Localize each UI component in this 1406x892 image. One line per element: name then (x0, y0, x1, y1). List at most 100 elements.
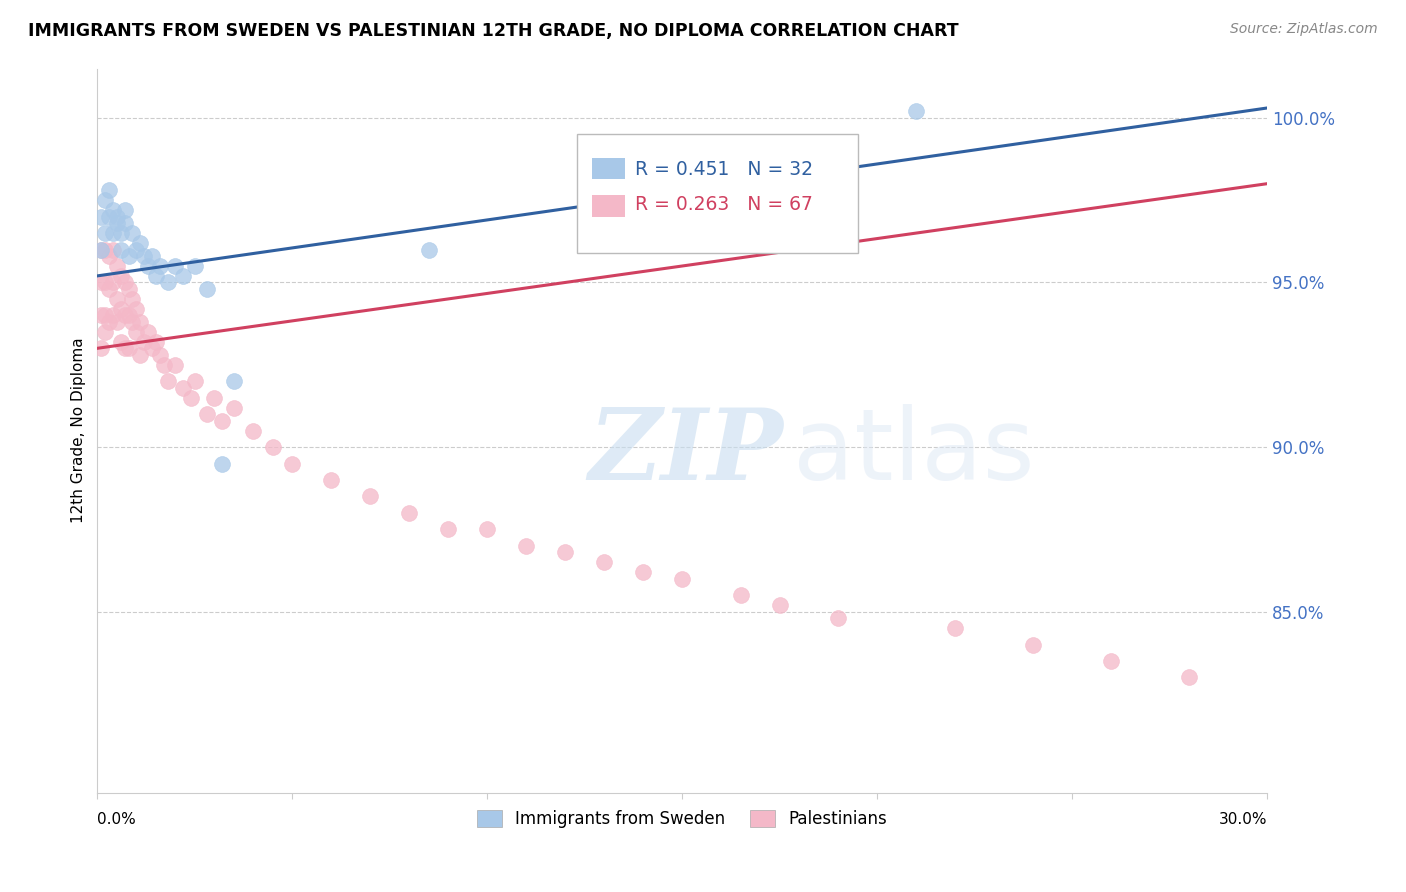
Point (98, 282, 121, 296)
Point (94, 309, 117, 323)
Point (101, 243, 124, 257)
Point (98, 210, 121, 224)
Point (101, 226, 124, 240)
Point (165, 358, 187, 372)
Point (141, 249, 163, 263)
Point (152, 358, 174, 372)
Text: 0.0%: 0.0% (97, 813, 136, 828)
Point (180, 391, 202, 405)
Point (149, 259, 172, 273)
Point (101, 276, 124, 290)
Point (98, 183, 121, 197)
Point (827, 611, 849, 625)
Point (110, 243, 132, 257)
Text: atlas: atlas (793, 404, 1035, 500)
Point (156, 374, 179, 388)
Point (105, 259, 128, 273)
Point (129, 235, 152, 250)
Point (114, 341, 136, 355)
FancyBboxPatch shape (592, 158, 624, 179)
Point (117, 282, 139, 296)
Point (114, 276, 136, 290)
Point (121, 226, 143, 240)
Point (105, 216, 128, 230)
Point (134, 249, 156, 263)
Text: IMMIGRANTS FROM SWEDEN VS PALESTINIAN 12TH GRADE, NO DIPLOMA CORRELATION CHART: IMMIGRANTS FROM SWEDEN VS PALESTINIAN 12… (28, 22, 959, 40)
Point (593, 555, 616, 569)
Point (211, 414, 233, 428)
Point (149, 348, 172, 362)
Point (117, 309, 139, 323)
Point (101, 309, 124, 323)
Point (105, 210, 128, 224)
Legend: Immigrants from Sweden, Palestinians: Immigrants from Sweden, Palestinians (470, 804, 894, 835)
Point (156, 276, 179, 290)
Point (943, 621, 966, 635)
Point (125, 325, 148, 339)
Point (195, 407, 218, 421)
Point (105, 292, 128, 306)
Point (145, 334, 167, 349)
Point (114, 309, 136, 323)
Point (90, 309, 112, 323)
Point (905, 104, 928, 119)
Point (515, 539, 537, 553)
Point (114, 216, 136, 230)
Point (94, 325, 117, 339)
Point (211, 457, 233, 471)
Point (418, 243, 440, 257)
Point (437, 522, 460, 536)
Point (94, 243, 117, 257)
Point (321, 473, 343, 487)
Text: R = 0.451   N = 32: R = 0.451 N = 32 (636, 161, 813, 179)
Point (671, 572, 693, 586)
Point (359, 490, 381, 504)
Point (90, 243, 112, 257)
Point (242, 424, 264, 438)
Point (117, 249, 139, 263)
Point (129, 315, 152, 329)
Point (184, 374, 207, 388)
Point (145, 268, 167, 283)
Text: R = 0.263   N = 67: R = 0.263 N = 67 (636, 195, 813, 214)
Point (134, 334, 156, 349)
Point (110, 226, 132, 240)
Point (90, 341, 112, 355)
Point (730, 588, 752, 602)
Point (1022, 638, 1045, 652)
Point (125, 243, 148, 257)
Point (110, 268, 132, 283)
Point (129, 348, 152, 362)
Text: Source: ZipAtlas.com: Source: ZipAtlas.com (1230, 22, 1378, 37)
Point (117, 341, 139, 355)
Point (222, 401, 245, 415)
Point (110, 334, 132, 349)
Point (101, 202, 124, 217)
Point (90, 210, 112, 224)
Point (184, 259, 207, 273)
Point (114, 202, 136, 217)
Point (90, 276, 112, 290)
Point (94, 193, 117, 207)
Point (121, 315, 143, 329)
Point (110, 301, 132, 316)
Point (165, 259, 187, 273)
Point (195, 282, 218, 296)
Point (631, 565, 654, 579)
Point (94, 276, 117, 290)
Point (554, 545, 576, 559)
Point (98, 249, 121, 263)
FancyBboxPatch shape (576, 134, 858, 253)
Point (202, 391, 225, 405)
Point (136, 325, 159, 339)
Point (281, 457, 304, 471)
Text: ZIP: ZIP (589, 404, 783, 500)
Point (136, 259, 159, 273)
Point (1178, 670, 1201, 684)
Point (398, 506, 420, 520)
Point (262, 440, 284, 454)
Point (98, 315, 121, 329)
Point (222, 374, 245, 388)
Point (172, 381, 194, 395)
Y-axis label: 12th Grade, No Diploma: 12th Grade, No Diploma (72, 338, 86, 524)
